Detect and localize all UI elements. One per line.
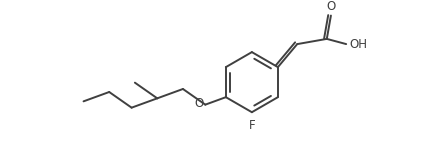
Text: F: F: [249, 120, 255, 133]
Text: O: O: [326, 0, 336, 13]
Text: O: O: [194, 97, 203, 110]
Text: OH: OH: [349, 38, 367, 51]
